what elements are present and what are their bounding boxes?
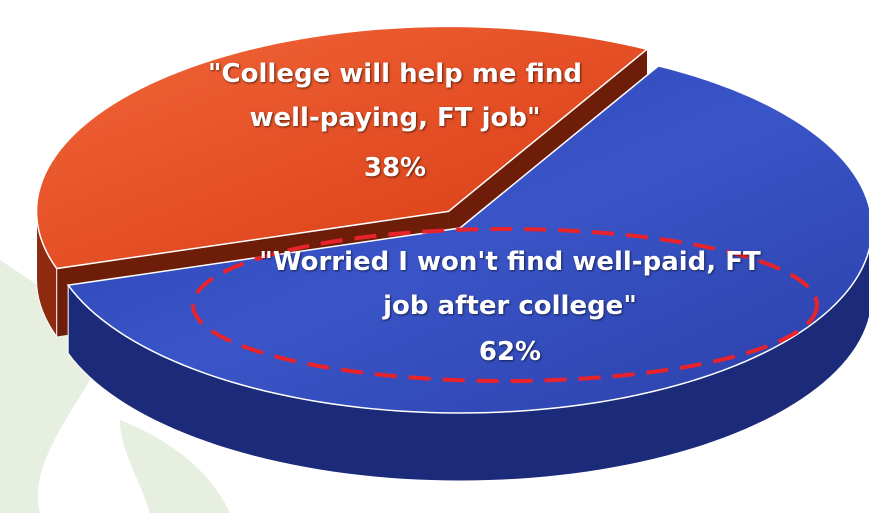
slice-top: [66, 65, 869, 414]
value-label: 38%: [363, 153, 427, 183]
slice-top: [35, 25, 649, 270]
highlight-ellipse: [191, 227, 819, 383]
slice-label: "Worried I won't find well-paid, FT job …: [259, 247, 761, 321]
slice-label: "College will help me find well-paying, …: [208, 59, 582, 133]
slice: [66, 65, 869, 482]
value-label: 62%: [478, 337, 542, 367]
pie: [35, 25, 869, 482]
